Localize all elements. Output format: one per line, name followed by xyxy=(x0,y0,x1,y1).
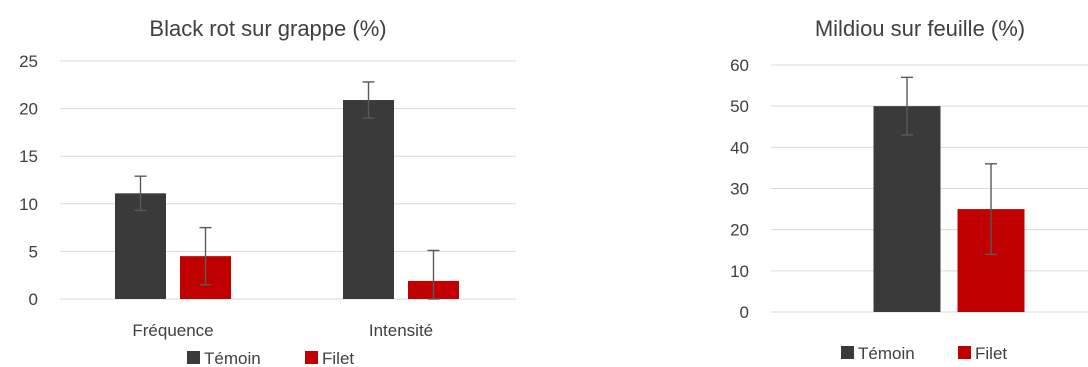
chart-title: Mildiou sur feuille (%) xyxy=(815,16,1025,41)
legend-swatch-filet xyxy=(305,351,318,364)
y-tick-label: 50 xyxy=(730,97,749,116)
chart-title: Black rot sur grappe (%) xyxy=(149,16,386,41)
legend-swatch-temoin xyxy=(187,351,200,364)
error-bar xyxy=(134,175,147,212)
error-bars xyxy=(134,81,440,300)
y-tick-label: 15 xyxy=(19,147,38,166)
y-tick-label: 5 xyxy=(29,242,38,261)
y-tick-label: 25 xyxy=(19,52,38,71)
y-tick-label: 10 xyxy=(730,262,749,281)
error-bar xyxy=(985,163,997,256)
y-tick-label: 0 xyxy=(740,303,749,322)
y-tick-label: 60 xyxy=(730,56,749,75)
error-bar xyxy=(199,226,212,286)
bar-temoin xyxy=(343,100,394,299)
y-tick-label: 10 xyxy=(19,195,38,214)
legend-label-filet: Filet xyxy=(975,344,1007,363)
y-tick-label: 0 xyxy=(29,290,38,309)
chart-mildiou: Mildiou sur feuille (%) 0 10 20 30 40 50 60 Té… xyxy=(730,16,1088,363)
error-bars xyxy=(901,76,997,256)
category-labels: Fréquence Intensité xyxy=(132,321,433,340)
y-tick-label: 20 xyxy=(19,100,38,119)
legend-label-filet: Filet xyxy=(322,349,354,367)
error-bar xyxy=(427,249,440,300)
category-label: Intensité xyxy=(369,321,433,340)
bars xyxy=(115,100,459,299)
legend-swatch-filet xyxy=(958,346,971,359)
y-tick-label: 20 xyxy=(730,221,749,240)
legend-swatch-temoin xyxy=(841,346,854,359)
legend-label-temoin: Témoin xyxy=(858,344,915,363)
legend: Témoin Filet xyxy=(841,344,1007,363)
y-tick-label: 40 xyxy=(730,138,749,157)
bar-temoin xyxy=(873,106,941,313)
y-axis-ticks: 0 10 20 30 40 50 60 xyxy=(730,56,749,322)
category-label: Fréquence xyxy=(132,321,213,340)
y-tick-label: 30 xyxy=(730,180,749,199)
legend: Témoin Filet xyxy=(187,349,354,367)
chart-black-rot: Black rot sur grappe (%) 0 5 10 15 20 25 Fréq… xyxy=(19,16,516,367)
bars xyxy=(873,106,1025,313)
y-axis-ticks: 0 5 10 15 20 25 xyxy=(19,52,38,309)
legend-label-temoin: Témoin xyxy=(204,349,261,367)
error-bar xyxy=(901,76,913,136)
error-bar xyxy=(362,81,375,119)
